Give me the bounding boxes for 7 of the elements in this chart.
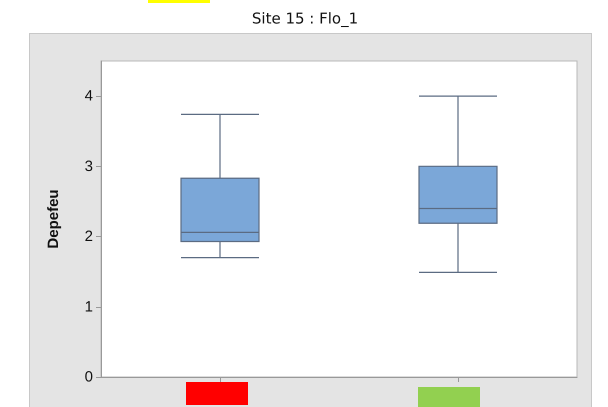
y-tick-label: 4 xyxy=(84,88,93,105)
y-tick-label: 3 xyxy=(84,158,93,175)
y-tick-label: 2 xyxy=(84,228,93,246)
y-axis-title: Depefeu xyxy=(45,189,62,249)
y-tick-label: 0 xyxy=(84,368,93,386)
y-tick-label: 1 xyxy=(84,298,93,316)
chart-title: Site 15 : Flo_1 xyxy=(252,10,358,28)
